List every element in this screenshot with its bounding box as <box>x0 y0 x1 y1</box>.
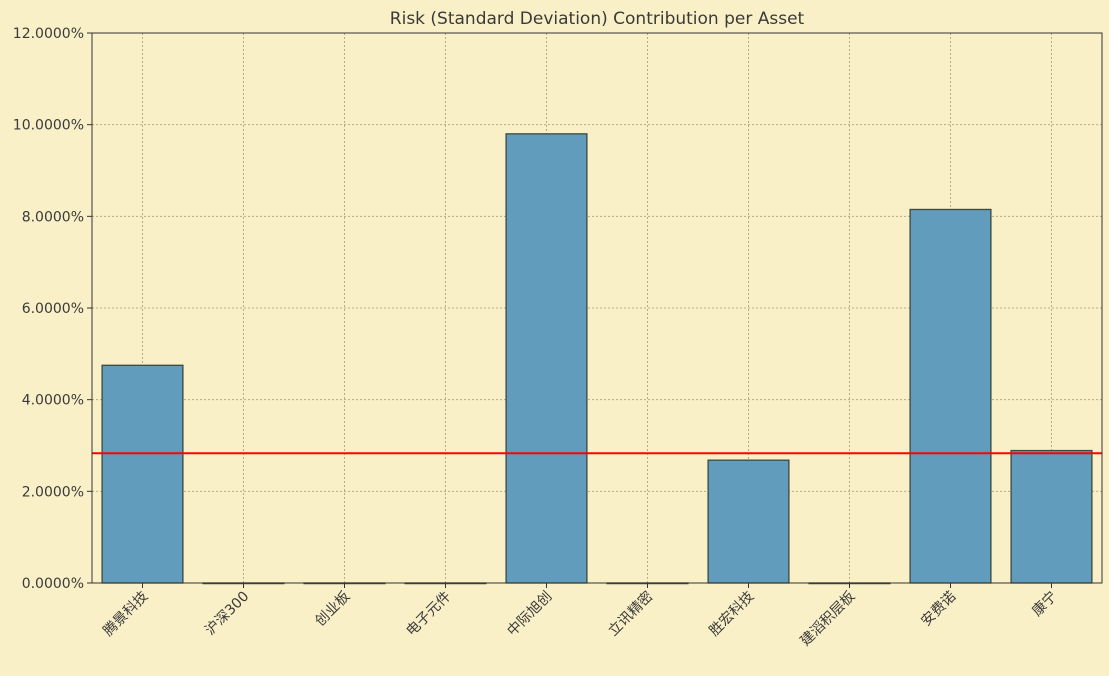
x-tick-label: 电子元件 <box>403 589 454 640</box>
bar <box>909 208 992 584</box>
y-tick-label: 8.0000% <box>22 209 84 225</box>
bar <box>1010 449 1093 584</box>
bar <box>505 133 588 584</box>
x-tick-label: 中际旭创 <box>504 589 555 640</box>
bars <box>101 133 1093 585</box>
y-tick-label: 2.0000% <box>22 484 84 500</box>
x-tick-label: 建滔积层板 <box>798 589 859 650</box>
x-tick-label: 康宁 <box>1029 588 1061 620</box>
y-tick-label: 12.0000% <box>13 26 84 42</box>
y-tick-label: 10.0000% <box>13 118 84 134</box>
chart-title: Risk (Standard Deviation) Contribution p… <box>390 9 805 29</box>
x-tick-label: 立讯精密 <box>605 588 657 640</box>
x-tick-label: 胜宏科技 <box>706 589 757 640</box>
y-tick-label: 4.0000% <box>22 393 84 409</box>
bar <box>101 364 184 584</box>
x-tick-label: 沪深300 <box>202 589 252 639</box>
y-axis-ticks: 0.0000% 2.0000% 4.0000% 6.0000% 8.0000% 10.00… <box>13 26 92 592</box>
x-tick-label: 创业板 <box>312 589 353 630</box>
x-axis-ticks: 腾景科技 沪深300 创业板 电子元件 中际旭创 立讯精密 胜宏科技 建滔积层板 安费诺 康宁 <box>100 583 1061 650</box>
y-tick-label: 0.0000% <box>22 576 84 592</box>
y-tick-label: 6.0000% <box>22 301 84 317</box>
x-tick-label: 腾景科技 <box>100 588 152 640</box>
x-tick-label: 安费诺 <box>918 589 959 630</box>
bar <box>707 459 790 584</box>
